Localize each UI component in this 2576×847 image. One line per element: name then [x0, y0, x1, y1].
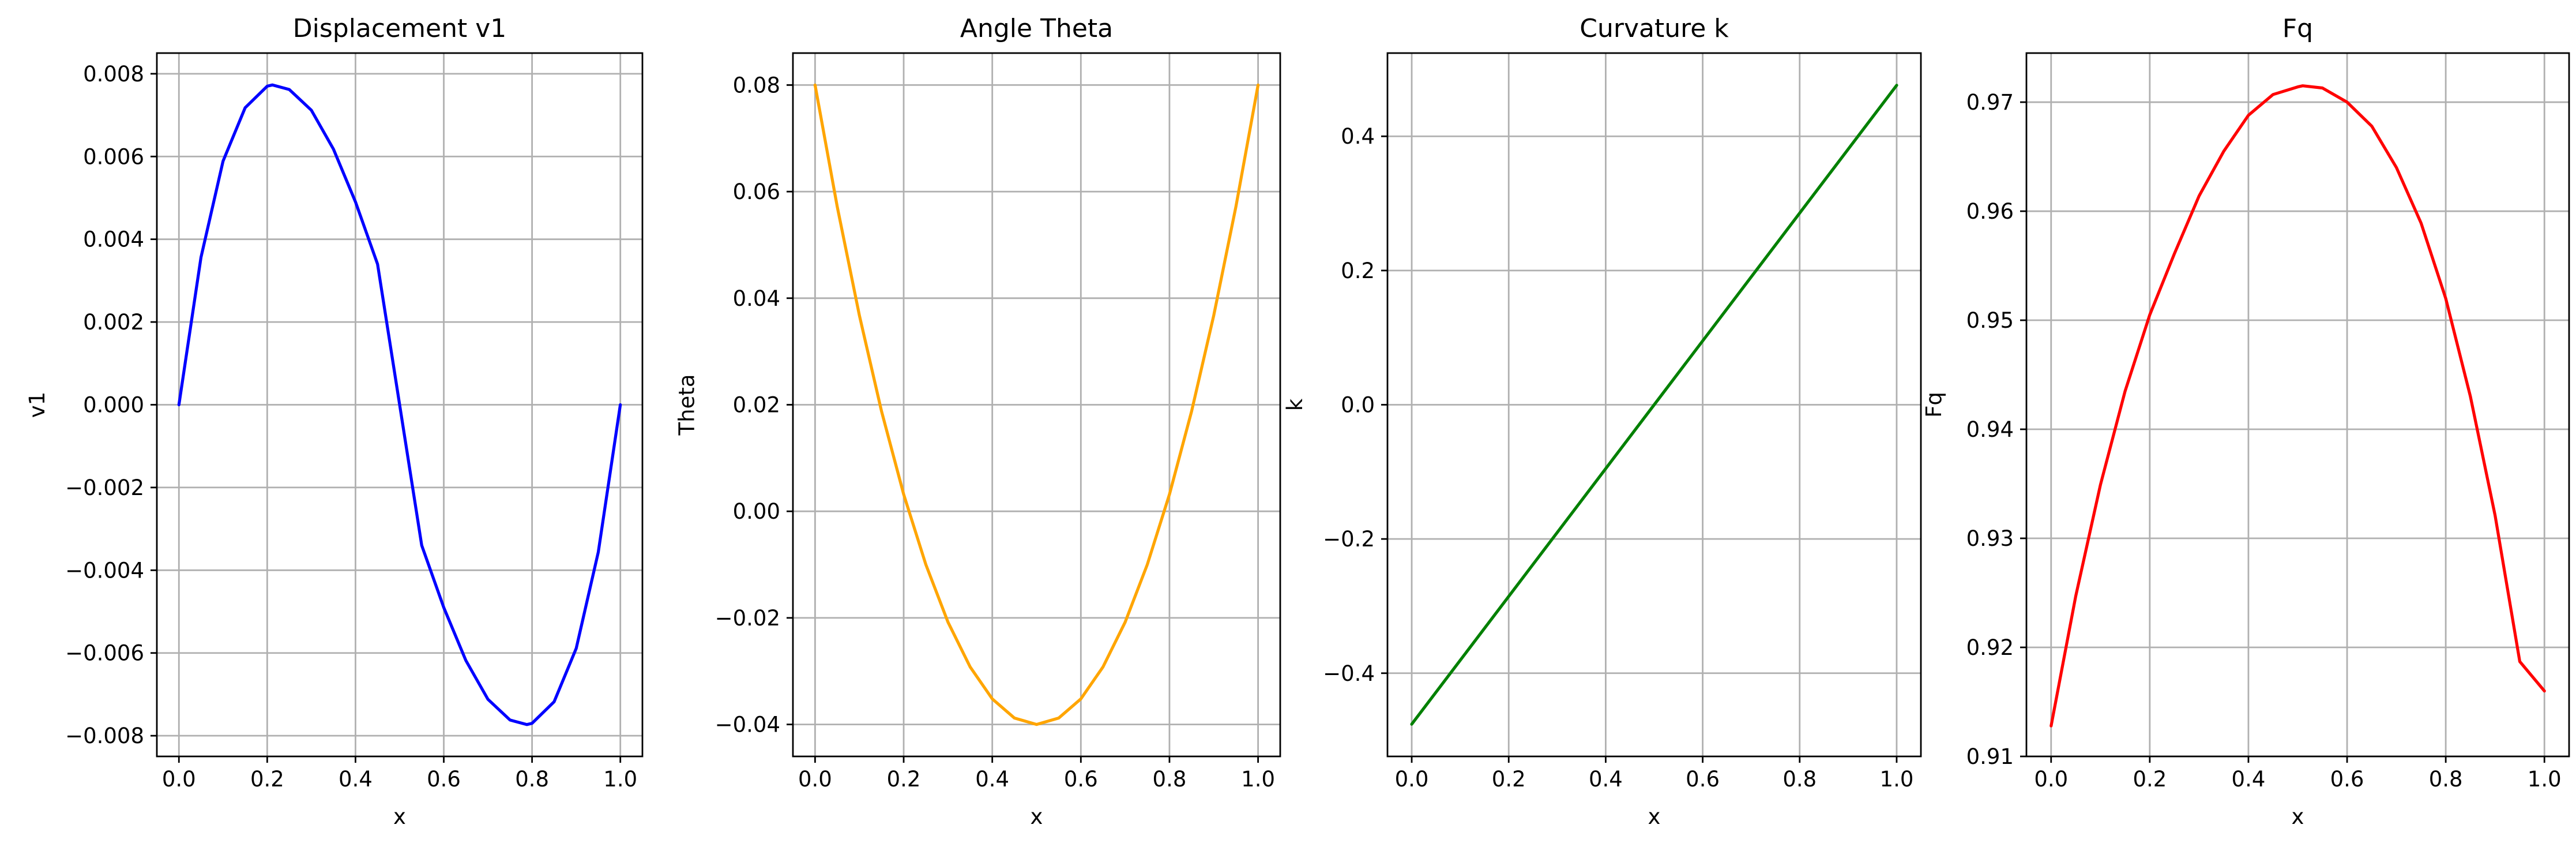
y-axis-label: v1 — [25, 392, 50, 418]
y-tick-label-0: 0.91 — [1966, 744, 2014, 769]
y-tick-label-6: 0.08 — [733, 73, 780, 98]
y-tick-label-1: −0.006 — [65, 641, 144, 666]
y-axis-label: Fq — [1921, 392, 1946, 418]
y-tick-label-5: 0.002 — [83, 310, 144, 335]
y-axis-label: k — [1283, 398, 1307, 411]
x-axis-label: x — [1031, 804, 1043, 829]
x-tick-label-0: 0.0 — [1395, 767, 1429, 792]
x-tick-label-5: 1.0 — [2528, 767, 2562, 792]
x-tick-label-0: 0.0 — [162, 767, 196, 792]
x-tick-label-0: 0.0 — [798, 767, 832, 792]
x-axis-label: x — [393, 804, 406, 829]
y-tick-label-4: 0.04 — [733, 286, 780, 311]
x-tick-label-2: 0.4 — [1589, 767, 1623, 792]
y-tick-label-3: 0.94 — [1966, 417, 2014, 442]
series-line-1 — [2049, 84, 2546, 728]
y-axis-label: Theta — [675, 374, 700, 436]
x-tick-label-1: 0.2 — [1492, 767, 1526, 792]
x-tick-label-4: 0.8 — [1153, 767, 1187, 792]
subplot-1: 0.0 0.2 0.4 0.6 0.8 1.0 −0.008 −0.006 −0.004 −0.0… — [25, 14, 644, 829]
x-tick-label-3: 0.6 — [427, 767, 461, 792]
y-tick-label-0: −0.008 — [65, 724, 144, 748]
y-tick-label-3: −0.002 — [65, 475, 144, 500]
y-tick-label-7: 0.006 — [83, 144, 144, 169]
x-tick-label-5: 1.0 — [603, 767, 637, 792]
x-axis-label: x — [2292, 804, 2304, 829]
y-tick-label-0: −0.04 — [715, 713, 780, 737]
y-tick-label-3: 0.02 — [733, 393, 780, 418]
y-tick-label-1: −0.2 — [1323, 527, 1375, 552]
chart-title: Displacement v1 — [293, 14, 507, 43]
subplot-2: 0.0 0.2 0.4 0.6 0.8 1.0 −0.04 −0.02 0.00 0.02 0.04… — [675, 14, 1281, 829]
chart-title: Angle Theta — [960, 14, 1113, 43]
x-tick-label-3: 0.6 — [1686, 767, 1720, 792]
x-tick-label-5: 1.0 — [1241, 767, 1275, 792]
axes-frame — [2025, 52, 2570, 758]
y-tick-label-2: 0.0 — [1341, 393, 1375, 418]
x-tick-label-2: 0.4 — [975, 767, 1009, 792]
y-tick-label-2: 0.00 — [733, 499, 780, 524]
x-tick-label-1: 0.2 — [2133, 767, 2167, 792]
x-tick-label-4: 0.8 — [1782, 767, 1817, 792]
series-line-1 — [177, 83, 622, 726]
x-tick-label-3: 0.6 — [2330, 767, 2364, 792]
y-tick-label-3: 0.2 — [1341, 258, 1375, 283]
x-tick-label-4: 0.8 — [515, 767, 549, 792]
series-line-1 — [1410, 84, 1898, 726]
x-axis-label: x — [1648, 804, 1661, 829]
x-tick-label-5: 1.0 — [1880, 767, 1914, 792]
x-tick-label-1: 0.2 — [250, 767, 284, 792]
y-tick-label-2: −0.004 — [65, 558, 144, 583]
chart-title: Fq — [2282, 14, 2313, 43]
y-tick-label-5: 0.06 — [733, 179, 780, 204]
x-tick-label-0: 0.0 — [2034, 767, 2068, 792]
y-tick-label-4: 0.000 — [83, 393, 144, 418]
x-tick-label-1: 0.2 — [887, 767, 921, 792]
y-tick-label-5: 0.96 — [1966, 199, 2014, 224]
x-tick-label-4: 0.8 — [2429, 767, 2463, 792]
subplot-4: 0.0 0.2 0.4 0.6 0.8 1.0 0.91 0.92 0.93 0.94 0.95 0.… — [1921, 14, 2570, 829]
chart-title: Curvature k — [1580, 14, 1729, 43]
x-tick-label-2: 0.4 — [2232, 767, 2266, 792]
y-tick-label-1: 0.92 — [1966, 635, 2014, 660]
y-tick-label-6: 0.97 — [1966, 90, 2014, 115]
y-tick-label-1: −0.02 — [715, 606, 780, 631]
y-tick-label-6: 0.004 — [83, 227, 144, 252]
y-tick-label-2: 0.93 — [1966, 526, 2014, 551]
subplot-3: 0.0 0.2 0.4 0.6 0.8 1.0 −0.4 −0.2 0.0 0.2 0.4 Curva… — [1283, 14, 1922, 829]
y-tick-label-8: 0.008 — [83, 62, 144, 87]
x-tick-label-3: 0.6 — [1064, 767, 1098, 792]
y-tick-label-4: 0.95 — [1966, 308, 2014, 333]
x-tick-label-2: 0.4 — [339, 767, 373, 792]
series-line-1 — [813, 83, 1260, 726]
y-tick-label-0: −0.4 — [1323, 661, 1375, 686]
y-tick-label-4: 0.4 — [1341, 124, 1375, 149]
